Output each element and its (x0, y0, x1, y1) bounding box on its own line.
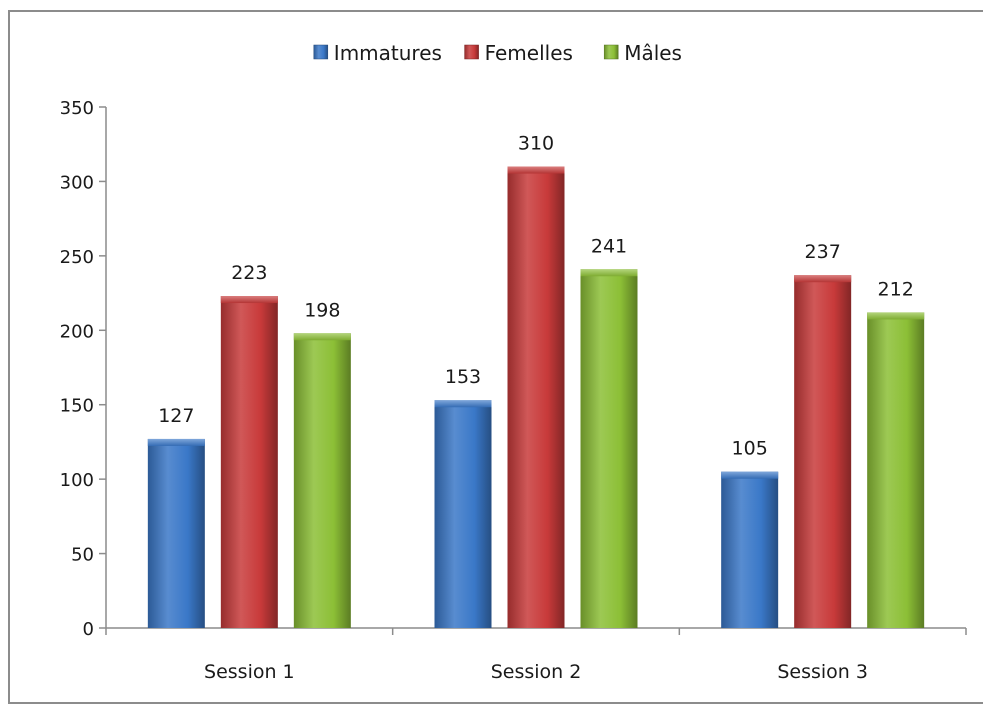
data-labels: 127 223 198 153 310 241 105 237 212 (158, 133, 914, 460)
bar-cap (147, 438, 205, 446)
x-category-label: Session 1 (204, 661, 295, 683)
bar-cap (794, 275, 852, 283)
data-label: 212 (878, 278, 914, 300)
bar (794, 275, 852, 628)
y-tick-label: 0 (83, 619, 94, 640)
legend-swatch (603, 44, 619, 60)
bar (721, 471, 779, 628)
y-tick-label: 200 (60, 321, 94, 342)
y-tick-label: 100 (60, 470, 94, 491)
bar (580, 269, 638, 628)
data-label: 237 (805, 241, 841, 263)
legend-label: Mâles (624, 41, 682, 65)
bar-cap (721, 471, 779, 479)
x-axis: Session 1 Session 2 Session 3 (105, 627, 967, 683)
y-tick-label: 300 (60, 172, 94, 193)
bar (220, 296, 278, 628)
bars (147, 166, 925, 629)
bar (293, 333, 351, 628)
y-tick-label: 350 (60, 98, 94, 119)
bar (507, 166, 565, 629)
data-label: 241 (591, 235, 627, 257)
bar-cap (867, 312, 925, 320)
legend-label: Femelles (485, 41, 573, 65)
y-axis: 0 50 100 150 200 250 300 350 (60, 98, 107, 640)
data-label: 127 (158, 405, 194, 427)
data-label: 223 (231, 262, 267, 284)
data-label: 153 (445, 366, 481, 388)
y-tick-label: 150 (60, 396, 94, 417)
y-tick-label: 50 (71, 545, 94, 566)
bar-cap (293, 333, 351, 341)
data-label: 198 (304, 299, 340, 321)
legend-swatch (313, 44, 329, 60)
y-tick-label: 250 (60, 247, 94, 268)
x-category-label: Session 3 (777, 661, 868, 683)
bar-cap (507, 166, 565, 174)
legend: Immatures Femelles Mâles (313, 41, 682, 65)
bar-cap (580, 269, 638, 277)
legend-swatch (464, 44, 479, 60)
legend-label: Immatures (334, 41, 442, 65)
data-label: 105 (732, 438, 768, 460)
bar (434, 400, 492, 628)
x-category-label: Session 2 (491, 661, 582, 683)
data-label: 310 (518, 133, 554, 155)
bar-cap (434, 400, 492, 408)
bar-cap (220, 296, 278, 304)
bar (147, 438, 205, 628)
bar (867, 312, 925, 628)
